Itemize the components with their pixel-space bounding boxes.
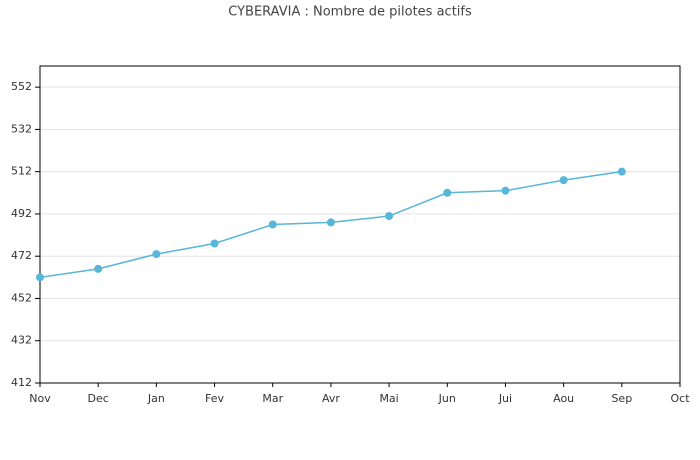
x-tick-label: Sep — [611, 392, 632, 405]
y-tick-label: 432 — [11, 334, 32, 347]
point — [36, 273, 44, 282]
x-tick-label: Aou — [553, 392, 574, 405]
point — [94, 264, 103, 273]
plot-frame — [39, 65, 681, 384]
point — [152, 250, 161, 259]
x-tick-label: Jui — [498, 392, 512, 405]
point — [559, 176, 568, 185]
x-tick-label: Nov — [29, 392, 51, 405]
point — [501, 186, 510, 195]
point — [617, 167, 626, 176]
point — [210, 239, 219, 248]
x-tick-label: Oct — [670, 392, 690, 405]
y-tick-label: 532 — [11, 122, 32, 135]
point — [385, 212, 394, 221]
point — [268, 220, 277, 229]
point — [326, 218, 335, 227]
x-tick-label: Mar — [262, 392, 283, 405]
y-tick-label: 492 — [11, 207, 32, 220]
x-tick-label: Mai — [379, 392, 398, 405]
x-tick-label: Jun — [438, 392, 456, 405]
y-tick-label: 552 — [11, 80, 32, 93]
y-tick-label: 472 — [11, 249, 32, 262]
y-tick-label: 412 — [11, 376, 32, 389]
x-tick-label: Dec — [88, 392, 109, 405]
point — [443, 188, 452, 197]
x-tick-label: Avr — [322, 392, 340, 405]
y-tick-label: 512 — [11, 165, 32, 178]
chart-title: CYBERAVIA : Nombre de pilotes actifs — [228, 5, 472, 20]
y-tick-label: 452 — [11, 291, 32, 304]
x-tick-label: Fev — [205, 392, 224, 405]
x-tick-label: Jan — [147, 392, 165, 405]
